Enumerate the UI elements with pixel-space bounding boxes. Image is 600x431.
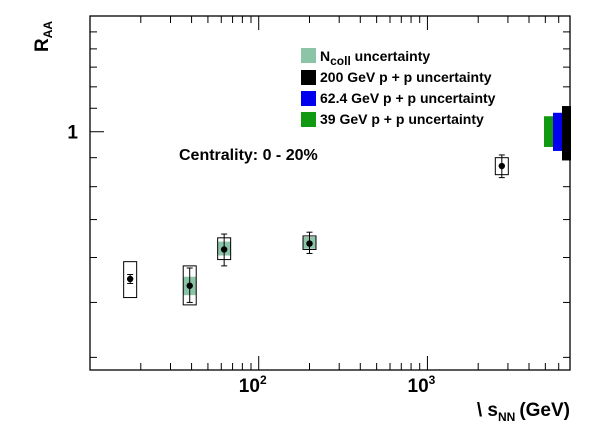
y-axis-label-sub: AA [41,21,55,39]
legend-label-ncoll-rest: uncertainty [351,48,431,64]
legend-swatch-ncoll [301,48,316,63]
centrality-annotation: Centrality: 0 - 20% [179,147,318,164]
legend-label-200gev: 200 GeV p + p uncertainty [320,69,492,85]
x-tick-label: 103 [408,373,436,397]
legend-swatch-200gev [301,70,316,85]
data-point [306,240,313,247]
legend-swatch-62gev [301,91,316,106]
legend-label-39gev: 39 GeV p + p uncertainty [320,111,484,127]
reference-bands [544,106,571,161]
legend: Ncoll uncertainty 200 GeV p + p uncertai… [301,48,496,127]
x-tick-label-exp: 3 [429,373,436,387]
x-axis-label-main: \ s [477,400,498,421]
legend-label-ncoll-main: N [320,48,330,64]
data-point [186,282,193,289]
data-point [126,275,134,283]
x-axis-label-sub: NN [498,410,515,424]
legend-label-ncoll: Ncoll uncertainty [320,48,430,68]
reference-band [562,106,571,161]
x-tick-label: 102 [239,373,267,397]
data-point [220,246,228,253]
data-point [498,162,506,170]
reference-band [544,116,553,147]
x-axis-label: \ sNN (GeV) [477,400,570,424]
y-axis-label: RAA [32,21,55,52]
data-points [123,154,509,306]
x-tick-label-base: 10 [408,376,429,397]
legend-label-ncoll-sub: coll [330,54,351,68]
x-tick-label-base: 10 [239,376,260,397]
x-tick-label-exp: 2 [260,373,267,387]
reference-band [553,112,562,151]
x-axis-label-unit: (GeV) [519,400,570,421]
systematic-box [123,261,138,299]
y-axis-label-main: R [32,38,53,52]
legend-swatch-39gev [301,112,316,127]
y-tick-label: 1 [67,123,78,144]
plot-frame [89,15,571,371]
legend-label-62gev: 62.4 GeV p + p uncertainty [320,90,496,106]
systematic-box [182,265,197,306]
